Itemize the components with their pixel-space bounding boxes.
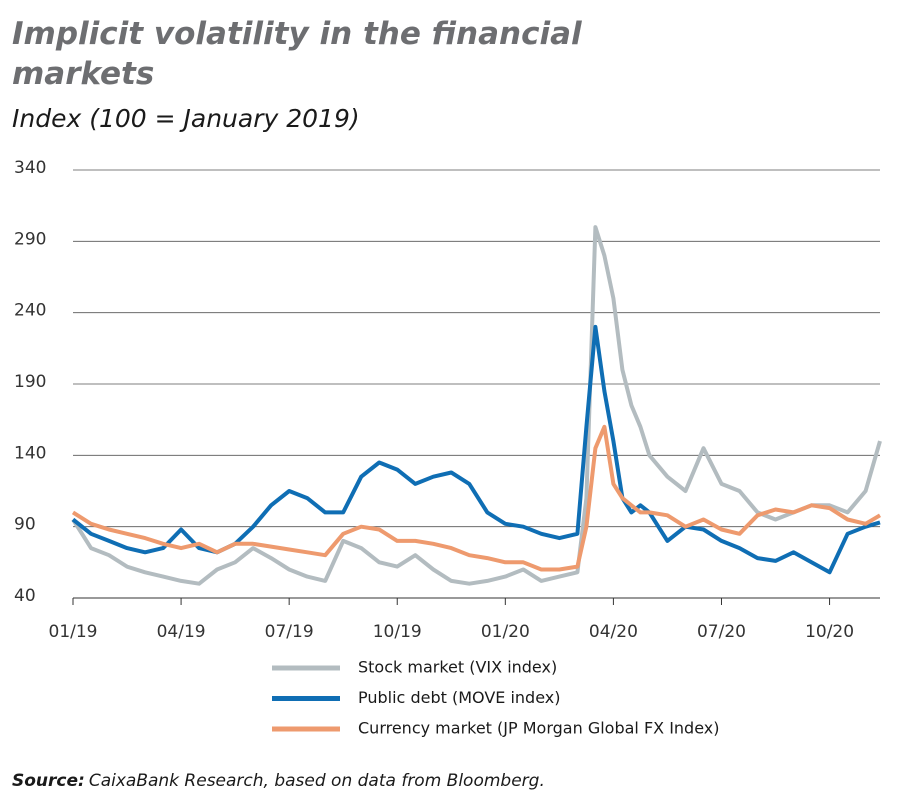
x-tick-label: 01/20 (481, 622, 530, 642)
series-line (71, 424, 882, 572)
y-tick-label: 240 (14, 301, 46, 321)
y-tick-label: 190 (14, 372, 46, 392)
y-tick-label: 140 (14, 443, 46, 463)
source-label: Source: (12, 771, 85, 791)
chart-title: Implicit volatility in the financial (12, 16, 582, 52)
y-tick-label: 90 (14, 515, 36, 535)
x-tick-label: 04/20 (589, 622, 638, 642)
source-text: CaixaBank Research, based on data from B… (89, 771, 545, 791)
x-tick-label: 04/19 (157, 622, 206, 642)
legend-label: Stock market (VIX index) (358, 658, 557, 677)
y-tick-label: 40 (14, 586, 36, 606)
x-tick-label: 07/19 (265, 622, 314, 642)
chart-title-2: markets (12, 56, 154, 92)
chart-subtitle: Index (100 = January 2019) (12, 104, 360, 133)
x-tick-label: 10/19 (373, 622, 422, 642)
x-tick-label: 10/20 (805, 622, 854, 642)
x-tick-label: 07/20 (697, 622, 746, 642)
series-line (71, 324, 881, 575)
source: Source: CaixaBank Research, based on data… (12, 771, 545, 791)
legend-label: Currency market (JP Morgan Global FX Ind… (358, 719, 719, 738)
legend-label: Public debt (MOVE index) (358, 688, 560, 707)
series-line (71, 225, 882, 586)
y-tick-label: 290 (14, 229, 46, 249)
y-tick-label: 340 (14, 158, 46, 178)
x-tick-label: 01/19 (49, 622, 98, 642)
